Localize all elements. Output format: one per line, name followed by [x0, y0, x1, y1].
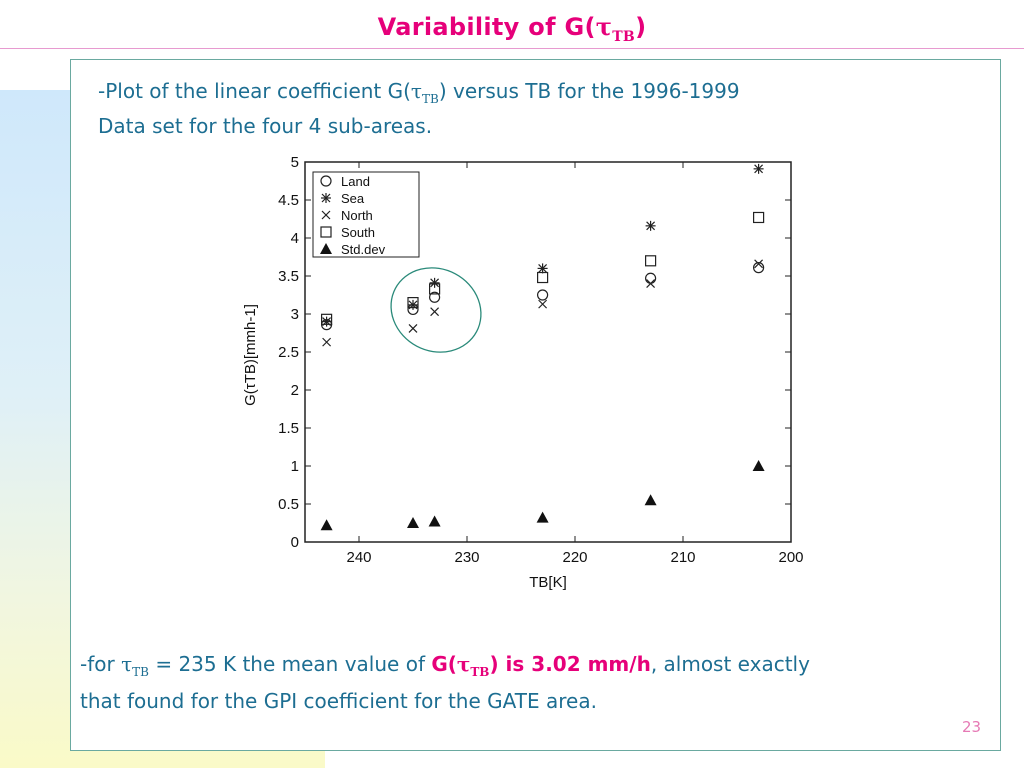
x-axis-label: TB[K]	[529, 574, 567, 591]
legend-label: Std.dev	[341, 242, 386, 257]
y-tick-label: 4	[291, 230, 299, 247]
y-tick-label: 5	[291, 154, 299, 171]
data-point-south	[429, 283, 441, 295]
y-tick-label: 0	[291, 534, 299, 551]
legend-label: Land	[341, 174, 370, 189]
y-tick-label: 3.5	[278, 268, 299, 285]
marker-stroke	[538, 263, 548, 273]
conclusion-note: -for τTB = 235 K the mean value of G(τTB…	[80, 652, 810, 713]
data-point-north	[646, 279, 656, 289]
data-point-south	[537, 271, 549, 284]
legend-box	[312, 171, 420, 258]
marker-stroke	[538, 299, 548, 309]
marker-stroke	[754, 259, 764, 269]
marker-stroke	[430, 278, 440, 288]
data-point-std-dev	[536, 511, 549, 523]
data-point-std-dev	[407, 517, 419, 528]
data-point-south	[752, 211, 765, 224]
legend-marker	[320, 243, 332, 254]
data-point-south	[407, 297, 419, 309]
data-point-sea	[753, 163, 764, 174]
legend-marker	[321, 210, 331, 220]
marker-stroke	[321, 193, 331, 203]
y-tick-label: 1	[291, 458, 299, 475]
marker-stroke	[646, 279, 656, 289]
scatter-chart: 240 230 220 210 200 0 0.5 1 1.5 2 2.5 3 3.5 4 4.5 5 Lan…	[225, 145, 815, 595]
chart-description: -Plot of the linear coefficient G(τTB) v…	[98, 79, 740, 138]
legend-marker	[321, 193, 331, 203]
legend-label: South	[341, 225, 375, 240]
title-divider	[0, 48, 1024, 49]
data-point-land	[752, 262, 765, 274]
marker-stroke	[754, 164, 764, 174]
y-tick-label: 3	[291, 306, 299, 323]
marker-stroke	[321, 210, 331, 220]
y-tick-label: 2.5	[278, 344, 299, 361]
slide-title: Variability of G(τTB)	[377, 12, 647, 45]
y-tick-label: 4.5	[278, 192, 299, 209]
data-point-north	[538, 299, 548, 309]
y-tick-label: 2	[291, 382, 299, 399]
data-point-sea	[645, 220, 656, 231]
data-point-north	[754, 259, 764, 269]
legend-label: Sea	[341, 191, 365, 206]
x-tick-label: 240	[346, 549, 371, 566]
x-tick-label: 210	[670, 549, 695, 566]
data-point-north	[408, 324, 418, 333]
data-point-sea	[429, 277, 440, 288]
data-point-sea	[321, 316, 332, 327]
data-point-land	[537, 289, 549, 301]
data-point-sea	[408, 299, 418, 310]
highlight-ellipse	[390, 267, 482, 353]
marker-stroke	[430, 307, 440, 317]
y-axis-label: G(τTB)[mmh-1]	[242, 304, 259, 406]
legend-marker	[320, 175, 332, 187]
y-tick-label: 0.5	[278, 496, 299, 513]
x-tick-label: 220	[562, 549, 587, 566]
marker-stroke	[408, 324, 418, 333]
marker-stroke	[646, 221, 656, 231]
data-point-sea	[537, 263, 548, 274]
data-point-south	[320, 313, 333, 325]
x-tick-label: 230	[454, 549, 479, 566]
chart-svg: 240 230 220 210 200 0 0.5 1 1.5 2 2.5 3 3.5 4 4.5 5 Lan…	[225, 145, 815, 595]
x-tick-label: 200	[778, 549, 803, 566]
legend-marker	[320, 226, 332, 238]
data-point-std-dev	[320, 519, 333, 531]
data-point-north	[322, 337, 332, 347]
legend-label: North	[341, 208, 373, 223]
data-point-south	[645, 255, 657, 267]
y-tick-label: 1.5	[278, 420, 299, 437]
data-point-std-dev	[644, 494, 657, 506]
data-point-land	[429, 291, 441, 303]
legend: Land Sea North South Std.dev	[312, 171, 420, 258]
page-number: 23	[962, 718, 982, 736]
data-point-north	[430, 307, 440, 317]
marker-stroke	[322, 337, 332, 347]
data-point-std-dev	[428, 515, 441, 527]
data-point-std-dev	[752, 460, 765, 471]
